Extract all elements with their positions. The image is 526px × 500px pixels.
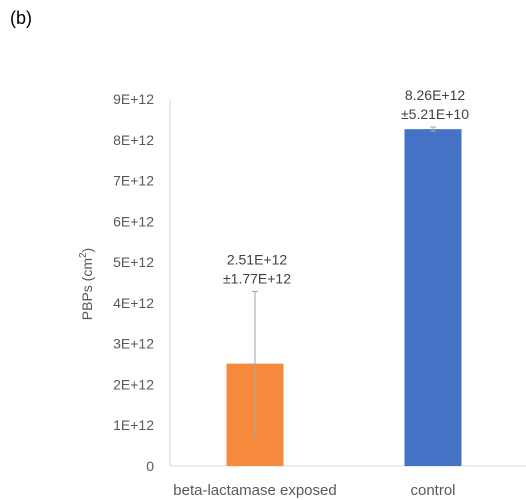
y-tick-label: 9E+12	[113, 91, 154, 107]
y-tick-label: 3E+12	[113, 336, 154, 352]
data-label: 2.51E+12	[227, 251, 288, 267]
y-tick-label: 2E+12	[113, 376, 154, 392]
y-tick-label: 6E+12	[113, 213, 154, 229]
panel-label: (b)	[10, 8, 32, 28]
y-axis-label-close: )	[79, 248, 95, 253]
y-axis-label-sup: 2	[78, 252, 89, 258]
y-tick-labels: 0 1E+12 2E+12 3E+12 4E+12 5E+12 6E+12 7E+12 8E+1…	[113, 91, 154, 474]
error-bar	[430, 126, 436, 132]
data-label: ±5.21E+10	[401, 106, 469, 122]
y-tick-label: 4E+12	[113, 295, 154, 311]
data-labels: 2.51E+12 ±1.77E+12 8.26E+12 ±5.21E+10	[223, 87, 469, 286]
y-tick-label: 0	[146, 458, 154, 474]
y-tick-label: 5E+12	[113, 254, 154, 270]
category-labels: beta-lactamase exposed control	[173, 482, 455, 499]
y-axis-label: PBPs (cm2)	[78, 248, 95, 320]
y-tick-label: 1E+12	[113, 417, 154, 433]
data-label: ±1.77E+12	[223, 270, 291, 286]
error-bar	[252, 290, 258, 437]
bar	[404, 129, 462, 467]
y-axis-label-base: PBPs (cm	[79, 258, 95, 320]
error-bars	[252, 126, 436, 437]
category-label: control	[410, 482, 455, 499]
bars	[226, 129, 462, 467]
y-tick-label: 8E+12	[113, 132, 154, 148]
data-label: 8.26E+12	[405, 87, 466, 103]
category-label: beta-lactamase exposed	[173, 482, 336, 499]
y-tick-label: 7E+12	[113, 173, 154, 189]
